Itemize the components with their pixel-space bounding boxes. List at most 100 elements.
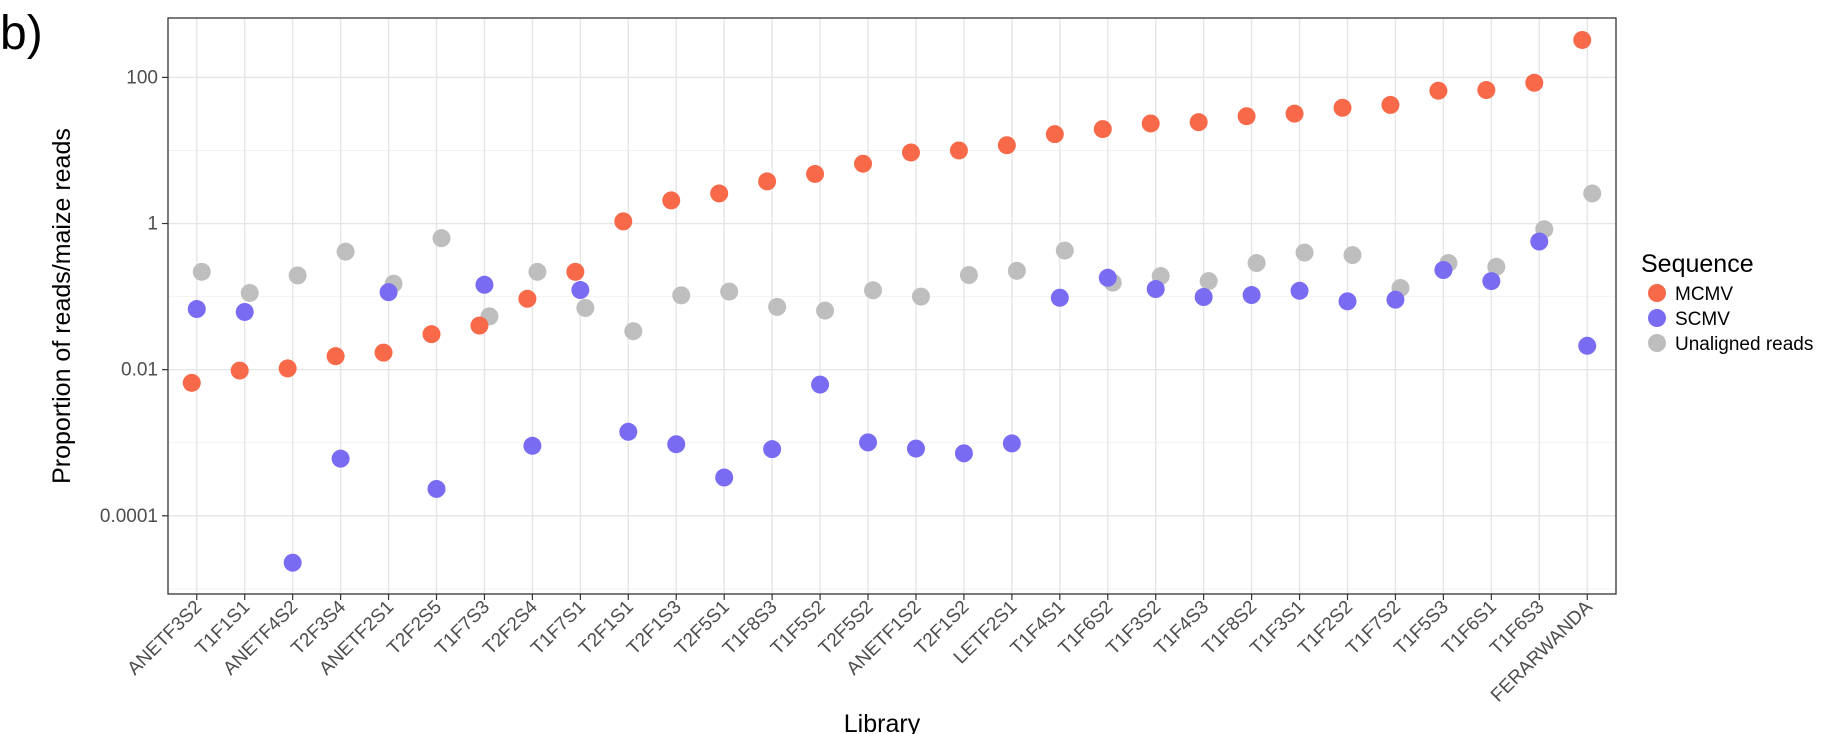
point-mcmv — [1333, 98, 1352, 117]
point-scmv — [1290, 281, 1309, 300]
point-mcmv — [1573, 30, 1592, 49]
point-mcmv — [1189, 113, 1208, 132]
legend-label: SCMV — [1675, 309, 1730, 330]
plot-border — [167, 17, 1617, 595]
point-scmv — [523, 436, 542, 455]
point-mcmv — [1477, 81, 1496, 100]
x-tick-label: ANETF3S2 — [124, 597, 207, 680]
point-mcmv — [422, 325, 441, 344]
point-unaligned-reads — [1487, 257, 1506, 276]
point-mcmv — [710, 184, 729, 203]
point-unaligned-reads — [911, 287, 930, 306]
point-scmv — [1578, 336, 1597, 355]
point-scmv — [1050, 288, 1069, 307]
point-unaligned-reads — [959, 266, 978, 285]
point-unaligned-reads — [192, 262, 211, 281]
point-mcmv — [806, 164, 825, 183]
point-mcmv — [949, 141, 968, 160]
point-scmv — [1194, 288, 1213, 307]
legend: Sequence MCMV SCMV Unaligned reads — [1641, 250, 1813, 355]
point-mcmv — [566, 262, 585, 281]
point-unaligned-reads — [624, 322, 643, 341]
point-mcmv — [758, 172, 777, 191]
point-scmv — [235, 302, 254, 321]
point-unaligned-reads — [1199, 272, 1218, 291]
data-points — [182, 30, 1602, 572]
point-scmv — [954, 444, 973, 463]
point-mcmv — [1045, 125, 1064, 144]
point-scmv — [619, 422, 638, 441]
y-tick-label: 1 — [147, 214, 158, 235]
point-unaligned-reads — [720, 282, 739, 301]
y-tick-label: 100 — [126, 67, 158, 88]
legend-key-scmv — [1648, 309, 1666, 327]
plot-background — [168, 18, 1616, 594]
point-scmv — [379, 283, 398, 302]
legend-label: Unaligned reads — [1675, 334, 1813, 355]
point-unaligned-reads — [1007, 261, 1026, 280]
point-scmv — [1530, 232, 1549, 251]
grid-lines — [168, 18, 1616, 594]
point-scmv — [1338, 292, 1357, 311]
point-mcmv — [662, 191, 681, 210]
point-mcmv — [1285, 104, 1304, 123]
panel-label: b) — [0, 7, 43, 60]
point-unaligned-reads — [864, 281, 883, 300]
point-scmv — [1242, 286, 1261, 305]
point-mcmv — [230, 361, 249, 380]
y-axis-ticks: 0.0001 0.01 1 100 — [100, 67, 168, 527]
legend-key-mcmv — [1648, 284, 1666, 302]
point-mcmv — [374, 343, 393, 362]
point-scmv — [1386, 290, 1405, 309]
point-scmv — [475, 275, 494, 294]
point-scmv — [283, 553, 302, 572]
x-axis-ticks: ANETF3S2T1F1S1ANETF4S2T2F3S4ANETF2S1T2F2… — [124, 594, 1597, 706]
y-tick-label: 0.01 — [121, 360, 158, 381]
point-mcmv — [854, 154, 873, 173]
point-scmv — [1146, 280, 1165, 299]
point-mcmv — [518, 289, 537, 308]
point-unaligned-reads — [768, 297, 787, 316]
point-unaligned-reads — [1247, 254, 1266, 273]
point-mcmv — [1237, 107, 1256, 126]
point-scmv — [187, 300, 206, 319]
point-mcmv — [326, 347, 345, 366]
legend-title: Sequence — [1641, 250, 1754, 278]
point-mcmv — [614, 212, 633, 231]
point-mcmv — [997, 136, 1016, 155]
point-mcmv — [1381, 95, 1400, 114]
point-scmv — [571, 281, 590, 300]
point-unaligned-reads — [528, 262, 547, 281]
point-scmv — [1002, 434, 1021, 453]
point-scmv — [1098, 268, 1117, 287]
point-mcmv — [1429, 81, 1448, 100]
point-scmv — [859, 433, 878, 452]
point-mcmv — [470, 316, 489, 335]
point-mcmv — [182, 373, 201, 392]
point-unaligned-reads — [576, 298, 595, 317]
y-axis-title: Proportion of reads/maize reads — [48, 128, 76, 484]
point-unaligned-reads — [336, 242, 355, 261]
point-scmv — [667, 435, 686, 454]
point-unaligned-reads — [1295, 243, 1314, 262]
point-mcmv — [901, 143, 920, 162]
point-scmv — [1482, 272, 1501, 291]
point-unaligned-reads — [1583, 184, 1602, 203]
point-unaligned-reads — [672, 286, 691, 305]
point-mcmv — [1141, 114, 1160, 133]
legend-label: MCMV — [1675, 284, 1733, 305]
point-scmv — [715, 468, 734, 487]
legend-key-unaligned-reads — [1648, 334, 1666, 352]
point-unaligned-reads — [288, 266, 307, 285]
point-mcmv — [1093, 120, 1112, 139]
point-unaligned-reads — [240, 283, 259, 302]
point-unaligned-reads — [1343, 246, 1362, 265]
point-scmv — [763, 440, 782, 459]
point-scmv — [331, 449, 350, 468]
point-scmv — [811, 375, 830, 394]
point-scmv — [427, 479, 446, 498]
point-scmv — [1434, 261, 1453, 280]
point-unaligned-reads — [816, 301, 835, 320]
point-mcmv — [278, 359, 297, 378]
